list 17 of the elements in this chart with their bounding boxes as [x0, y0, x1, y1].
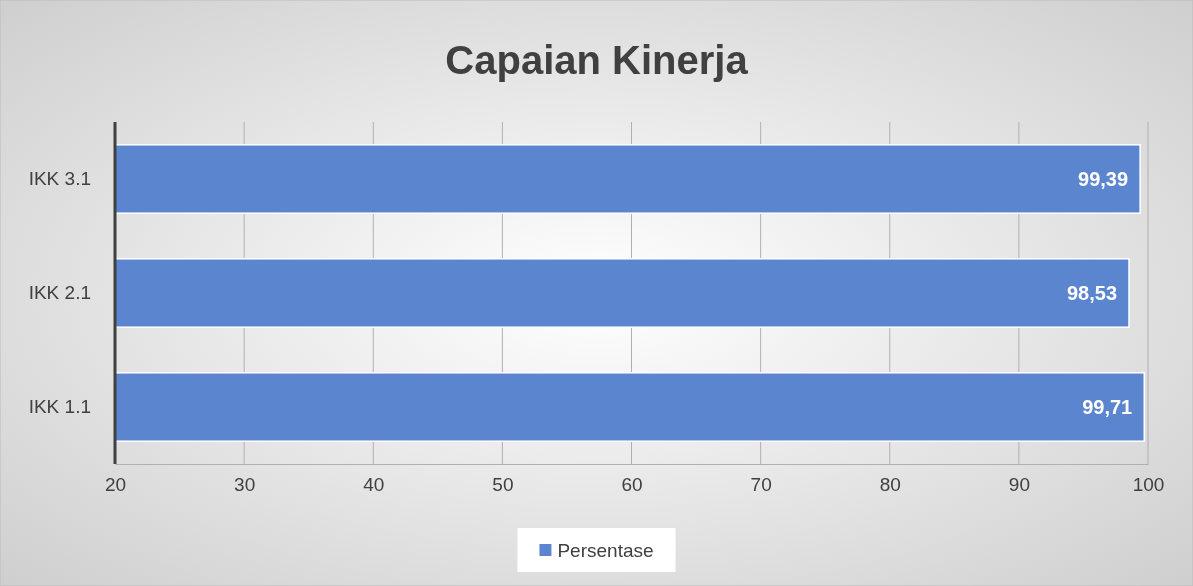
- x-tick-label: 40: [363, 474, 385, 496]
- x-tick-label: 90: [1008, 474, 1030, 496]
- x-tick-label: 20: [104, 474, 127, 496]
- data-label: 98,53: [1066, 282, 1118, 304]
- x-tick-label: 30: [234, 474, 256, 496]
- x-tick-label: 80: [879, 474, 901, 496]
- y-tick-label: IKK 2.1: [28, 282, 91, 304]
- x-tick-label: 70: [750, 474, 772, 496]
- x-tick-label: 50: [492, 474, 514, 496]
- chart-title: Capaian Kinerja: [445, 38, 749, 82]
- x-tick-label: 60: [621, 474, 643, 496]
- text: Persentase: [557, 539, 654, 561]
- y-tick-label: IKK 3.1: [28, 168, 91, 190]
- data-label: 99,39: [1078, 168, 1129, 190]
- y-tick-label: IKK 1.1: [28, 396, 91, 418]
- data-label: 99,71: [1082, 396, 1133, 418]
- x-tick-label: 100: [1132, 474, 1165, 496]
